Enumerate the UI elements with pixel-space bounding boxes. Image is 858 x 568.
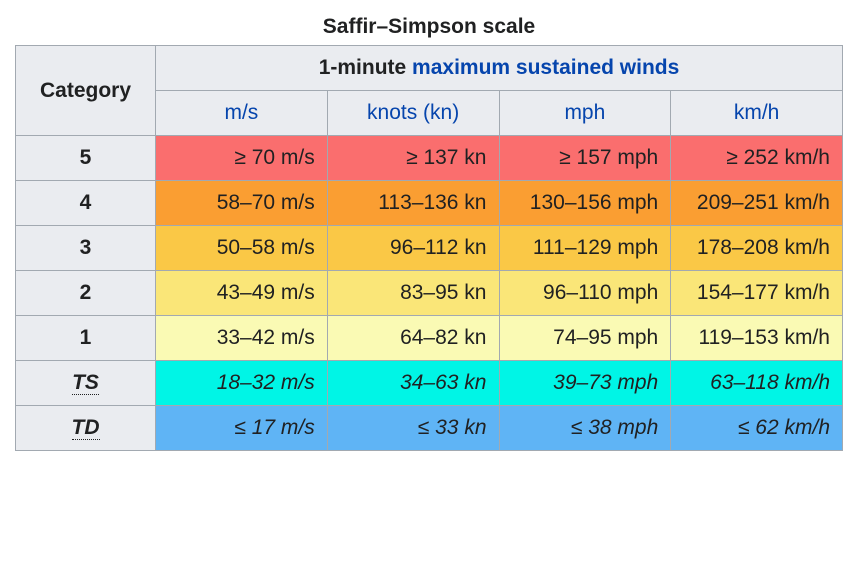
value-cell: 58–70 m/s: [156, 181, 328, 226]
unit-header-mph: mph: [499, 91, 671, 136]
table-row: 350–58 m/s96–112 kn111–129 mph178–208 km…: [16, 226, 843, 271]
header-category: Category: [16, 46, 156, 136]
value-cell: 39–73 mph: [499, 361, 671, 406]
value-cell: 130–156 mph: [499, 181, 671, 226]
table-body: 5≥ 70 m/s≥ 137 kn≥ 157 mph≥ 252 km/h458–…: [16, 136, 843, 451]
value-cell: 43–49 m/s: [156, 271, 328, 316]
value-cell: ≤ 38 mph: [499, 406, 671, 451]
value-cell: 96–110 mph: [499, 271, 671, 316]
value-cell: ≥ 252 km/h: [671, 136, 843, 181]
table-row: TS 18–32 m/s34–63 kn39–73 mph63–118 km/h: [16, 361, 843, 406]
value-cell: 74–95 mph: [499, 316, 671, 361]
unit-mph-link[interactable]: mph: [564, 101, 605, 124]
value-cell: 154–177 km/h: [671, 271, 843, 316]
value-cell: ≤ 62 km/h: [671, 406, 843, 451]
value-cell: 113–136 kn: [327, 181, 499, 226]
value-cell: ≥ 70 m/s: [156, 136, 328, 181]
unit-ms-link[interactable]: m/s: [224, 101, 258, 124]
value-cell: 64–82 kn: [327, 316, 499, 361]
value-cell: ≤ 17 m/s: [156, 406, 328, 451]
value-cell: ≥ 137 kn: [327, 136, 499, 181]
unit-kn-link[interactable]: knots (kn): [367, 101, 459, 124]
value-cell: 83–95 kn: [327, 271, 499, 316]
table-row: TD ≤ 17 m/s≤ 33 kn≤ 38 mph≤ 62 km/h: [16, 406, 843, 451]
category-label: TS: [72, 371, 99, 395]
table-row: 243–49 m/s83–95 kn96–110 mph154–177 km/h: [16, 271, 843, 316]
value-cell: 34–63 kn: [327, 361, 499, 406]
category-cell: 3: [16, 226, 156, 271]
table-row: 5≥ 70 m/s≥ 137 kn≥ 157 mph≥ 252 km/h: [16, 136, 843, 181]
value-cell: 33–42 m/s: [156, 316, 328, 361]
value-cell: ≤ 33 kn: [327, 406, 499, 451]
table-caption: Saffir–Simpson scale: [15, 15, 843, 39]
maximum-sustained-winds-link[interactable]: maximum sustained winds: [412, 56, 679, 79]
value-cell: 18–32 m/s: [156, 361, 328, 406]
value-cell: ≥ 157 mph: [499, 136, 671, 181]
category-cell: TS: [16, 361, 156, 406]
category-label: TD: [72, 416, 100, 440]
unit-header-kmh: km/h: [671, 91, 843, 136]
value-cell: 111–129 mph: [499, 226, 671, 271]
value-cell: 63–118 km/h: [671, 361, 843, 406]
value-cell: 209–251 km/h: [671, 181, 843, 226]
category-cell: 4: [16, 181, 156, 226]
category-cell: TD: [16, 406, 156, 451]
saffir-simpson-table: Category 1-minute maximum sustained wind…: [15, 45, 843, 451]
category-cell: 1: [16, 316, 156, 361]
value-cell: 119–153 km/h: [671, 316, 843, 361]
value-cell: 178–208 km/h: [671, 226, 843, 271]
table-row: 458–70 m/s113–136 kn130–156 mph209–251 k…: [16, 181, 843, 226]
category-cell: 5: [16, 136, 156, 181]
value-cell: 96–112 kn: [327, 226, 499, 271]
header-main-prefix: 1-minute: [319, 56, 412, 79]
category-cell: 2: [16, 271, 156, 316]
value-cell: 50–58 m/s: [156, 226, 328, 271]
table-row: 133–42 m/s64–82 kn74–95 mph119–153 km/h: [16, 316, 843, 361]
unit-kmh-link[interactable]: km/h: [734, 101, 780, 124]
unit-header-ms: m/s: [156, 91, 328, 136]
unit-header-kn: knots (kn): [327, 91, 499, 136]
header-main: 1-minute maximum sustained winds: [156, 46, 843, 91]
